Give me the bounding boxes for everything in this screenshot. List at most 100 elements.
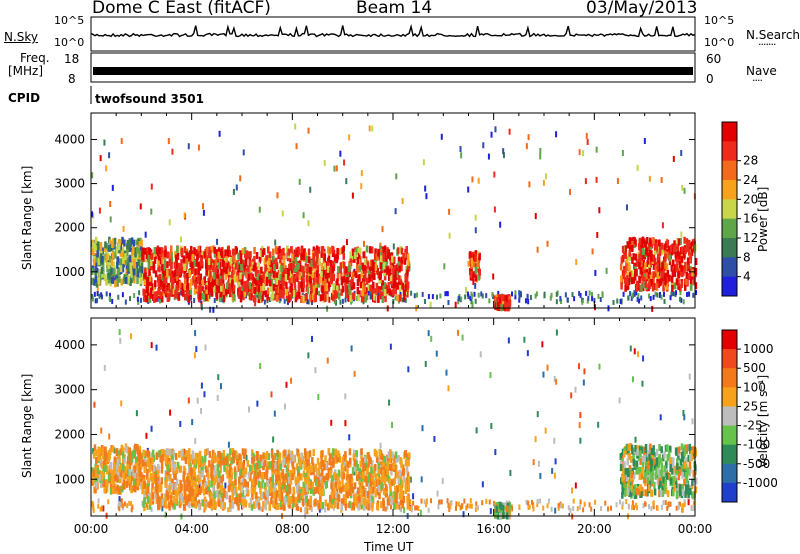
velocity-echo-cell — [246, 460, 250, 468]
power-echo-cell — [98, 268, 101, 276]
power-echo-cell — [365, 287, 368, 295]
velocity-echo-cell — [196, 453, 199, 461]
velocity-scatter-cell — [150, 342, 153, 349]
power-ground-cell — [682, 299, 685, 305]
power-echo-cell — [266, 254, 270, 262]
velocity-echo-cell — [120, 464, 123, 472]
power-echo-cell — [238, 286, 242, 294]
velocity-scatter-cell — [481, 481, 484, 488]
power-echo-cell — [351, 271, 355, 279]
power-echo-cell — [248, 259, 252, 267]
power-scatter-cell — [92, 212, 95, 219]
power-echo-cell — [661, 262, 664, 270]
velocity-scatter-cell — [103, 364, 106, 371]
velocity-scatter-cell — [574, 482, 577, 489]
velocity-echo-cell — [394, 485, 397, 493]
velocity-scatter-cell — [344, 420, 347, 427]
velocity-echo-cell — [243, 499, 247, 507]
velocity-echo-cell — [378, 448, 381, 456]
velocity-echo-cell — [158, 485, 161, 493]
velocity-echo-cell — [229, 477, 233, 485]
power-echo-cell — [652, 262, 656, 270]
power-echo-cell — [306, 267, 309, 275]
velocity-scatter-cell — [119, 498, 122, 505]
velocity-echo-cell — [382, 500, 386, 508]
power-echo-cell — [474, 253, 477, 261]
power-echo-cell — [93, 278, 96, 286]
velocity-echo-cell — [110, 445, 113, 453]
velocity-echo-cell — [364, 475, 367, 483]
power-echo-cell — [200, 284, 204, 292]
power-echo-cell — [658, 262, 662, 270]
power-echo-cell — [381, 290, 384, 298]
velocity-echo-cell — [252, 478, 255, 486]
power-echo-cell — [323, 288, 327, 296]
power-echo-cell — [240, 263, 243, 271]
velocity-echo-cell — [407, 475, 411, 483]
velocity-echo-cell — [341, 456, 344, 464]
velocity-echo-cell — [221, 486, 224, 494]
velocity-ground-cell — [583, 501, 586, 507]
power-scatter-cell — [586, 139, 589, 146]
power-echo-cell — [183, 283, 186, 291]
power-echo-cell — [348, 270, 352, 278]
velocity-echo-cell — [338, 455, 342, 463]
velocity-echo-cell — [384, 484, 388, 492]
velocity-echo-cell — [330, 496, 334, 504]
power-echo-cell — [185, 251, 188, 259]
power-echo-cell — [189, 255, 193, 263]
power-echo-cell — [392, 256, 396, 264]
power-echo-cell — [207, 290, 210, 298]
velocity-ground-cell — [631, 504, 634, 510]
power-ground-cell — [581, 299, 584, 305]
power-echo-cell — [478, 253, 481, 261]
power-echo-cell — [226, 249, 230, 257]
velocity-ground-cell — [485, 498, 488, 504]
velocity-ground-cell — [604, 500, 607, 506]
velocity-ground-cell — [449, 503, 452, 509]
power-scatter-cell — [212, 306, 215, 313]
velocity-ground-cell — [92, 507, 95, 513]
velocity-echo-cell — [197, 477, 201, 485]
power-echo-cell — [319, 294, 323, 302]
velocity-echo-cell — [218, 460, 222, 468]
velocity-echo-cell — [277, 502, 280, 510]
power-ground-cell — [599, 296, 602, 302]
power-echo-cell — [168, 251, 172, 259]
power-echo-cell — [112, 261, 115, 269]
velocity-echo-cell — [206, 448, 209, 456]
velocity-echo-cell — [358, 471, 361, 479]
power-echo-cell — [329, 259, 333, 267]
velocity-echo-cell — [312, 488, 315, 496]
velocity-echo-cell — [213, 465, 216, 473]
power-echo-cell — [186, 272, 189, 280]
velocity-echo-cell — [375, 479, 379, 487]
velocity-ground-cell — [408, 506, 411, 512]
power-echo-cell — [232, 293, 236, 301]
power-scatter-cell — [467, 260, 470, 267]
power-echo-cell — [383, 245, 387, 253]
power-echo-cell — [294, 295, 298, 303]
velocity-echo-cell — [271, 474, 275, 482]
power-echo-cell — [142, 247, 145, 255]
velocity-echo-cell — [343, 459, 346, 467]
velocity-echo-cell — [291, 500, 295, 508]
velocity-scatter-cell — [193, 352, 196, 359]
power-echo-cell — [220, 284, 223, 292]
velocity-scatter-cell — [462, 511, 465, 518]
power-echo-cell — [363, 257, 367, 265]
velocity-echo-cell — [344, 496, 348, 504]
power-echo-cell — [389, 253, 392, 261]
power-ground-cell — [93, 291, 96, 297]
velocity-echo-cell — [142, 449, 145, 457]
velocity-echo-cell — [374, 463, 377, 471]
velocity-echo-cell — [286, 460, 290, 468]
velocity-ground-cell — [423, 499, 426, 505]
velocity-echo-cell — [171, 459, 174, 467]
velocity-scatter-cell — [248, 406, 251, 413]
power-echo-cell — [648, 278, 651, 286]
power-echo-cell — [257, 296, 261, 304]
velocity-echo-cell — [305, 462, 308, 470]
power-echo-cell — [323, 253, 326, 261]
power-echo-cell — [398, 294, 401, 302]
